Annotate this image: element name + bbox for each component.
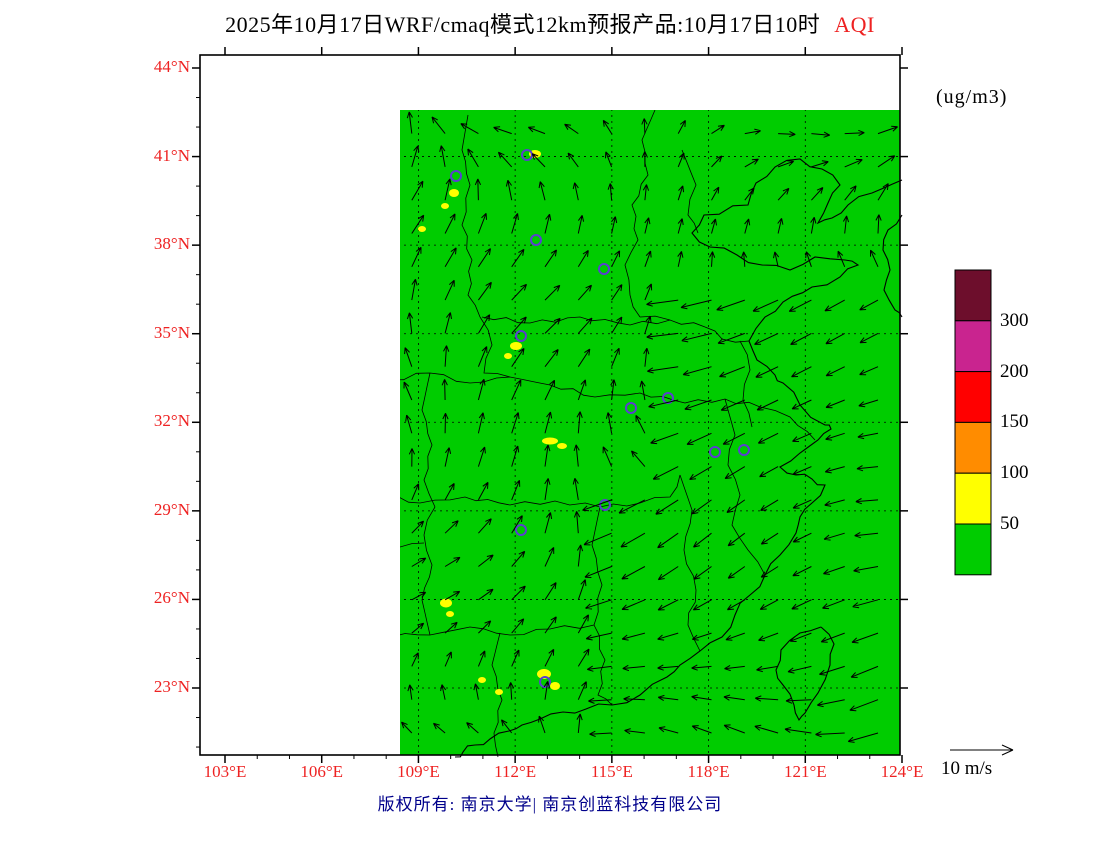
city-marker <box>515 524 527 536</box>
aqi-hotspot <box>478 677 486 683</box>
colorbar-segment <box>954 421 992 474</box>
city-marker <box>336 565 346 575</box>
aqi-hotspot <box>550 682 560 690</box>
aqi-hotspot <box>510 342 522 350</box>
aqi-hotspot <box>537 669 551 679</box>
colorbar-value: 150 <box>1000 411 1029 433</box>
colorbar-value: 50 <box>1000 513 1019 534</box>
lon-tick-label: 118°E <box>687 762 730 781</box>
city-marker <box>326 489 336 499</box>
lat-tick-label: 29°N <box>153 499 190 519</box>
aqi-hotspot <box>440 598 452 608</box>
aqi-hotspot <box>446 611 454 617</box>
city-marker <box>521 149 533 161</box>
colorbar-segment <box>954 523 992 576</box>
colorbar-segment <box>954 371 992 423</box>
lon-tick-label: 115°E <box>590 762 633 781</box>
coastline <box>454 158 903 758</box>
aqi-hotspot <box>418 226 426 232</box>
city-marker <box>731 91 741 101</box>
aqi-hotspot <box>257 423 262 427</box>
map-fill <box>400 110 900 755</box>
aqi-hotspot <box>557 443 567 449</box>
aqi-hotspot <box>734 52 762 66</box>
lon-tick-label: 124°E <box>880 762 924 781</box>
aqi-hotspot <box>714 53 750 73</box>
aqi-hotspot <box>206 266 214 276</box>
colorbar-segment <box>954 269 992 322</box>
city-marker <box>539 676 551 688</box>
aqi-hotspot <box>441 203 449 209</box>
copyright-line: 版权所有: 南京大学| 南京创蓝科技有限公司 <box>377 795 723 814</box>
wind-scale-label: 10 m/s <box>941 758 993 779</box>
province-boundaries <box>400 110 816 758</box>
colorbar-value: 100 <box>1000 462 1029 484</box>
graticule <box>400 110 900 755</box>
lat-tick-label: 41°N <box>153 145 190 165</box>
aqi-hotspot <box>542 437 558 445</box>
aqi-hotspot <box>253 421 263 429</box>
city-marker <box>381 687 391 697</box>
aqi-hotspot <box>230 417 244 427</box>
aqi-hotspot <box>449 189 459 197</box>
lon-tick-label: 103°E <box>203 762 247 781</box>
lon-tick-label: 109°E <box>397 762 440 781</box>
lon-tick-label: 112°E <box>494 762 537 781</box>
lat-tick-label: 32°N <box>153 411 190 431</box>
city-markers <box>208 91 750 697</box>
aqi-hotspot <box>752 64 768 74</box>
city-marker <box>319 226 329 236</box>
aqi-hotspot <box>268 428 278 436</box>
lon-tick-label: 106°E <box>300 762 344 781</box>
aqi-hotspot <box>712 77 732 89</box>
aqi-hotspot <box>792 61 810 73</box>
lat-tick-label: 23°N <box>153 676 190 696</box>
colorbar-value: 200 <box>1000 360 1029 382</box>
units-label: (ug/m3) <box>936 86 1008 108</box>
city-marker <box>515 330 527 342</box>
lat-tick-label: 38°N <box>153 234 190 254</box>
lon-tick-label: 121°E <box>783 762 827 781</box>
city-marker <box>625 402 637 414</box>
aqi-hotspot <box>684 59 736 87</box>
aqi-hotspot <box>278 473 286 479</box>
colorbar <box>954 269 992 576</box>
city-marker <box>598 263 610 275</box>
city-marker <box>530 234 542 246</box>
title-pollutant: AQI <box>834 12 875 37</box>
lat-tick-label: 44°N <box>153 57 190 76</box>
city-marker <box>254 306 264 316</box>
axis-ticks <box>192 47 908 763</box>
lat-tick-label: 26°N <box>153 588 190 608</box>
city-marker <box>662 392 674 404</box>
colorbar-segment <box>954 472 992 525</box>
city-marker <box>599 499 611 511</box>
lat-tick-label: 35°N <box>153 322 190 342</box>
wind-vectors <box>401 111 898 743</box>
aqi-hotspot <box>248 420 266 432</box>
wind-scale-arrow-icon <box>950 744 1014 756</box>
title-text: 2025年10月17日WRF/cmaq模式12km预报产品:10月17日10时 <box>225 12 821 37</box>
map-canvas <box>199 52 903 758</box>
map-border <box>199 54 901 756</box>
city-marker <box>450 170 462 182</box>
page-title: 2025年10月17日WRF/cmaq模式12km预报产品:10月17日10时 A… <box>0 7 1100 39</box>
aqi-hotspot <box>504 353 512 359</box>
colorbar-value: 300 <box>1000 309 1029 331</box>
city-marker <box>709 446 721 458</box>
aqi-hotspot <box>685 97 699 107</box>
colorbar-segment <box>954 320 992 373</box>
city-marker <box>738 444 750 456</box>
aqi-hotspot <box>495 689 503 695</box>
aqi-hotspot <box>841 71 855 81</box>
city-marker <box>208 622 218 632</box>
aqi-hotspot <box>683 77 707 93</box>
